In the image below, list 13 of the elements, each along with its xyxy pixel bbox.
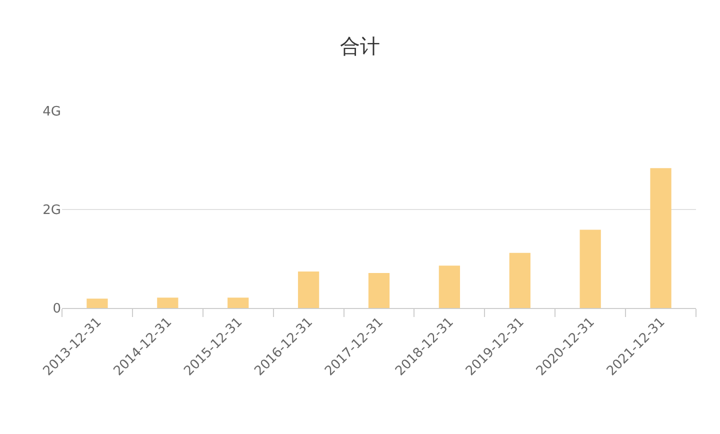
bar bbox=[580, 230, 601, 308]
chart-title: 合计 bbox=[340, 34, 380, 58]
bar bbox=[368, 273, 390, 308]
bar bbox=[157, 298, 178, 308]
y-tick-label: 0 bbox=[52, 302, 61, 317]
bar bbox=[650, 168, 672, 308]
bar bbox=[86, 298, 108, 308]
bar bbox=[509, 252, 530, 308]
y-tick-label: 4G bbox=[42, 104, 61, 120]
bar bbox=[298, 272, 320, 308]
bar bbox=[228, 298, 249, 308]
bar bbox=[438, 266, 460, 308]
y-tick-label: 2G bbox=[42, 203, 61, 218]
